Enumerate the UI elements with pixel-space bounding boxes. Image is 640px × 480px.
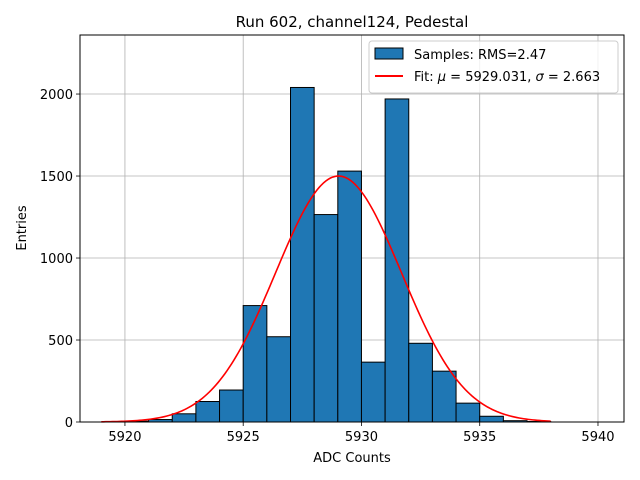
histogram-bar <box>290 86 315 423</box>
histogram-bar <box>337 170 362 423</box>
histogram-bar <box>242 305 268 423</box>
legend-fit-label: Fit: μ = 5929.031, σ = 2.663 <box>414 70 600 85</box>
x-tick-label: 5935 <box>463 430 496 445</box>
legend-samples-label: Samples: RMS=2.47 <box>414 48 546 63</box>
legend-fit-sigma-value: = 2.663 <box>544 70 600 85</box>
fit-curve <box>101 175 551 423</box>
legend: Samples: RMS=2.47 Fit: μ = 5929.031, σ =… <box>368 40 619 94</box>
y-axis-label: Entries <box>15 205 30 251</box>
legend-fit-prefix: Fit: <box>414 70 438 85</box>
histogram-bar <box>313 214 339 423</box>
plot-area-frame <box>79 34 625 423</box>
histogram-bar <box>266 336 292 423</box>
y-tick-label: 2000 <box>40 88 73 103</box>
histogram-bar <box>219 389 244 423</box>
histogram-bar <box>431 370 457 423</box>
histogram-bar <box>479 415 504 423</box>
chart-title: Run 602, channel124, Pedestal <box>236 13 469 31</box>
fit-curve-group <box>101 175 551 423</box>
legend-fit-mu-value: = 5929.031, <box>446 70 535 85</box>
x-axis-label: ADC Counts <box>313 451 391 466</box>
histogram-bar <box>360 361 386 423</box>
y-tick-label: 0 <box>65 416 73 431</box>
x-tick-label: 5920 <box>108 430 141 445</box>
y-tick-label: 500 <box>48 334 73 349</box>
y-tick-label: 1000 <box>40 252 73 267</box>
x-tick-label: 5940 <box>581 430 614 445</box>
histogram-bar <box>171 413 197 423</box>
histogram-bar <box>195 401 221 423</box>
x-tick-label: 5925 <box>227 430 260 445</box>
y-axis-ticks: 0 500 1000 1500 2000 <box>40 88 80 431</box>
y-tick-label: 1500 <box>40 170 73 185</box>
histogram-bar <box>455 402 481 423</box>
histogram-bar <box>408 342 433 423</box>
x-axis-ticks: 5920 5925 5930 5935 5940 <box>108 422 615 445</box>
legend-fit-mu-symbol: μ <box>437 70 446 85</box>
x-tick-label: 5930 <box>345 430 378 445</box>
legend-fit-sigma-symbol: σ <box>536 70 545 85</box>
legend-frame <box>368 40 619 94</box>
legend-samples-patch <box>374 47 404 60</box>
